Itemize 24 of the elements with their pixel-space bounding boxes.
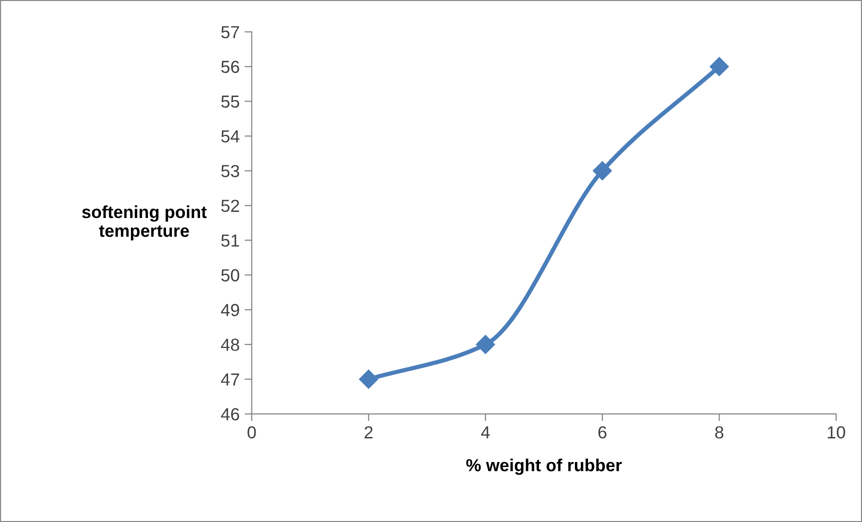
y-tick-label: 48 xyxy=(220,338,240,351)
x-tick-label: 6 xyxy=(598,426,606,439)
x-tick-label: 2 xyxy=(364,426,373,438)
y-tick-label: 49 xyxy=(220,304,240,316)
y-tick-label: 46 xyxy=(220,408,240,420)
point xyxy=(476,334,496,354)
x-tick-label: 4 xyxy=(481,426,490,438)
x-tick-label: 10 xyxy=(828,426,846,439)
x-axis-title: % weight of rubber xyxy=(466,458,622,475)
y-tick-label: 53 xyxy=(221,164,240,178)
x-tick-label: 0 xyxy=(248,426,256,439)
y-tick-label: 51 xyxy=(221,234,240,247)
point xyxy=(359,370,378,389)
y-tick-label: 50 xyxy=(221,269,240,282)
y-axis-title: softening point temperture xyxy=(82,205,207,240)
y-tick-label: 47 xyxy=(220,374,240,386)
y-tick-label: 52 xyxy=(221,200,240,212)
y-tick-label: 54 xyxy=(221,130,240,143)
y-tick-label: 55 xyxy=(221,96,240,108)
point xyxy=(710,57,729,76)
x-tick-label: 8 xyxy=(715,426,724,439)
y-tick-label: 57 xyxy=(221,26,240,38)
y-tick-label: 56 xyxy=(221,60,240,74)
point xyxy=(592,161,612,180)
